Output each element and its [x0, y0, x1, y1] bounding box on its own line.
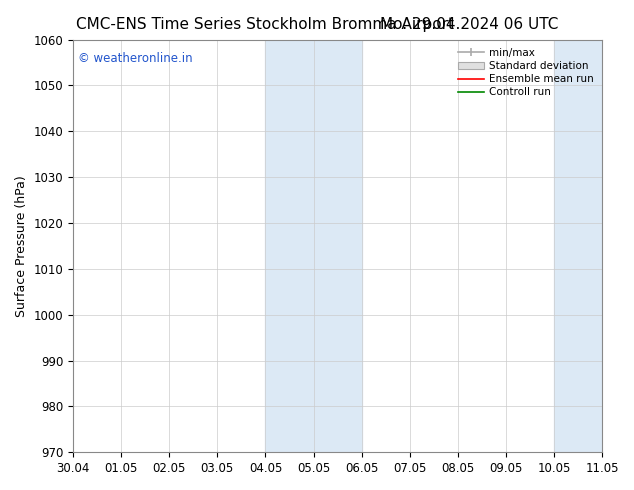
- Bar: [266, 40, 361, 452]
- Y-axis label: Surface Pressure (hPa): Surface Pressure (hPa): [15, 175, 28, 317]
- Text: CMC-ENS Time Series Stockholm Bromma Airport: CMC-ENS Time Series Stockholm Bromma Air…: [76, 17, 454, 32]
- Legend: min/max, Standard deviation, Ensemble mean run, Controll run: min/max, Standard deviation, Ensemble me…: [455, 45, 597, 100]
- Bar: [554, 40, 634, 452]
- Text: © weatheronline.in: © weatheronline.in: [79, 52, 193, 65]
- Text: Mo. 29.04.2024 06 UTC: Mo. 29.04.2024 06 UTC: [380, 17, 558, 32]
